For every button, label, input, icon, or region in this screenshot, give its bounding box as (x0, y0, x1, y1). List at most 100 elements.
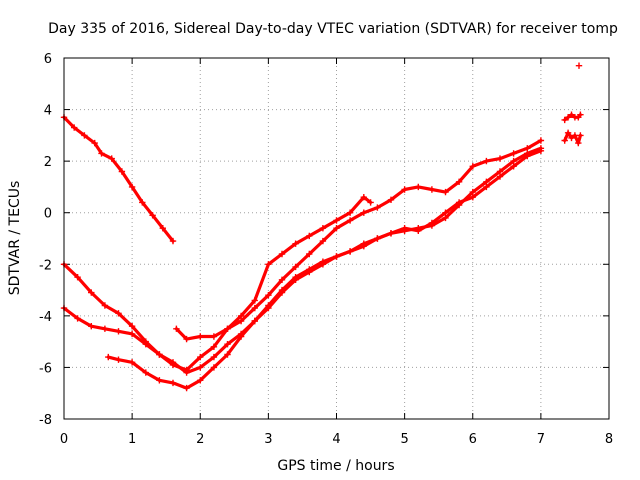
data-point (251, 304, 258, 312)
data-point (428, 186, 436, 193)
data-point (510, 150, 517, 157)
y-tick-label: -6 (39, 361, 52, 376)
data-point (81, 132, 88, 139)
data-point (278, 250, 286, 258)
data-point (105, 353, 112, 361)
data-point (128, 359, 136, 366)
data-point (292, 263, 299, 271)
data-point (319, 225, 327, 232)
data-point (360, 243, 367, 250)
series-trace (62, 195, 373, 372)
x-tick-label: 8 (605, 432, 613, 447)
series-track-h (575, 62, 583, 69)
data-point (169, 359, 177, 366)
data-point (88, 289, 95, 296)
data-point (442, 209, 449, 216)
data-point (374, 235, 381, 242)
data-point (98, 150, 105, 157)
data-point (265, 261, 272, 268)
data-point (333, 217, 340, 224)
data-point (224, 351, 231, 358)
data-point (537, 137, 545, 144)
data-point (415, 227, 422, 234)
series-track-a (60, 114, 177, 245)
data-point (360, 194, 367, 201)
data-point (197, 377, 204, 384)
data-point (128, 330, 136, 338)
data-point (74, 315, 81, 322)
x-tick-label: 4 (332, 432, 340, 447)
data-point (142, 341, 149, 348)
data-point (483, 157, 490, 165)
data-point (278, 286, 286, 294)
data-point (319, 258, 327, 265)
series-track-e (173, 137, 545, 343)
data-point (197, 353, 204, 361)
data-point (292, 240, 299, 247)
data-point (564, 129, 572, 136)
data-point (346, 217, 354, 224)
data-point (428, 219, 436, 227)
data-point (306, 232, 313, 240)
series-track-b (60, 194, 374, 374)
data-point (333, 225, 340, 232)
data-point (575, 139, 582, 147)
data-point (564, 114, 572, 121)
data-point (71, 124, 78, 131)
y-tick-label: -2 (39, 258, 52, 273)
data-point (469, 163, 476, 170)
x-axis-label: GPS time / hours (277, 458, 394, 474)
data-point (319, 237, 327, 245)
data-point (374, 204, 381, 211)
data-point (401, 186, 408, 193)
data-point (210, 333, 218, 340)
series-track-f (561, 111, 584, 124)
data-point (251, 317, 258, 325)
x-tick-label: 6 (469, 432, 477, 447)
data-point (346, 248, 354, 255)
data-point (496, 173, 504, 180)
data-point (278, 276, 286, 283)
data-point (571, 132, 579, 139)
x-tick-label: 2 (196, 432, 204, 447)
data-point (183, 369, 190, 376)
data-point (115, 356, 122, 363)
data-point (169, 379, 177, 387)
x-tick-label: 3 (264, 432, 272, 447)
data-point (183, 335, 190, 343)
data-point (210, 353, 218, 361)
axis-ticks: 0 1 2 3 4 5 6 7 8 -8 -6 -4 -2 0 2 4 6 (39, 52, 613, 447)
data-point (237, 333, 245, 340)
data-point (91, 139, 98, 147)
data-point (197, 364, 204, 371)
data-point (224, 325, 231, 332)
data-series (60, 62, 584, 392)
data-point (115, 310, 122, 317)
x-tick-label: 1 (128, 432, 136, 447)
x-tick-label: 7 (537, 432, 545, 447)
data-point (183, 384, 190, 392)
data-point (577, 111, 584, 118)
data-point (156, 377, 163, 384)
data-point (537, 147, 545, 154)
data-point (169, 237, 177, 245)
data-point (224, 341, 231, 348)
data-point (455, 178, 463, 185)
data-point (118, 168, 126, 175)
y-axis-label: SDTVAR / TECUs (7, 181, 23, 296)
data-point (415, 183, 422, 191)
data-point (568, 134, 575, 142)
plot-frame (63, 57, 610, 420)
data-point (128, 323, 136, 330)
data-point (442, 188, 449, 196)
y-tick-label: 4 (44, 104, 52, 119)
data-point (483, 183, 490, 191)
data-point (367, 199, 374, 206)
data-point (115, 328, 122, 335)
data-point (333, 253, 340, 260)
data-point (237, 317, 245, 325)
data-point (101, 302, 109, 309)
grid-lines (64, 58, 609, 419)
data-point (387, 196, 395, 203)
